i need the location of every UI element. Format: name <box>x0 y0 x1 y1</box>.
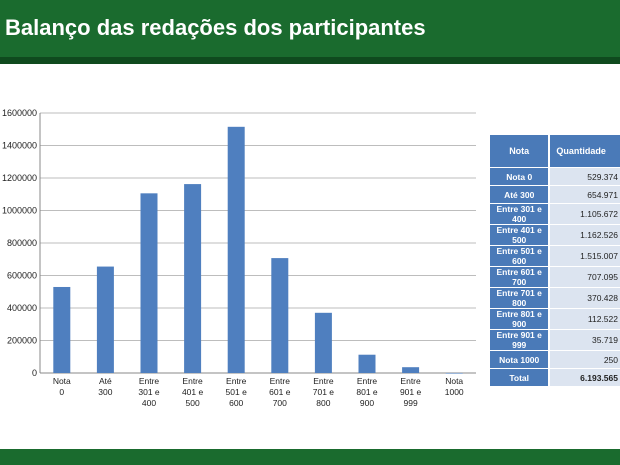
x-tick-label: Nota 0 <box>53 376 71 397</box>
y-tick-label: 1600000 <box>2 108 37 118</box>
table-header-nota: Nota <box>490 135 551 168</box>
bar <box>53 286 71 373</box>
y-tick-label: 600000 <box>7 271 37 281</box>
row-label: Até 300 <box>490 186 551 204</box>
table-row: Entre 601 e 700 707.095 <box>490 267 620 288</box>
x-tick-label: Entre 801 e 900 <box>356 376 378 408</box>
score-table: Nota Quantidade Nota 0 529.374 Até 300 654… <box>490 135 620 387</box>
x-tick-label: Entre 501 e 600 <box>226 376 248 408</box>
table-header-quantidade: Quantidade <box>550 135 620 168</box>
table-row: Entre 901 e 999 35.719 <box>490 330 620 351</box>
x-tick-label: Entre 701 e 800 <box>313 376 335 408</box>
y-tick-label: 0 <box>32 368 37 378</box>
bar <box>184 184 202 373</box>
total-label: Total <box>490 369 551 387</box>
table-total-row: Total 6.193.565 <box>490 369 620 387</box>
row-label: Entre 701 e 800 <box>490 288 551 309</box>
row-label: Nota 1000 <box>490 351 551 369</box>
y-tick-label: 1200000 <box>2 173 37 183</box>
bar <box>227 126 245 373</box>
table-row: Nota 1000 250 <box>490 351 620 369</box>
table-row: Nota 0 529.374 <box>490 168 620 186</box>
row-value: 370.428 <box>550 288 620 309</box>
row-label: Entre 801 e 900 <box>490 309 551 330</box>
row-value: 707.095 <box>550 267 620 288</box>
x-tick-label: Até 300 <box>98 376 112 397</box>
y-tick-label: 800000 <box>7 238 37 248</box>
x-tick-label: Entre 901 e 999 <box>400 376 422 408</box>
row-label: Entre 501 e 600 <box>490 246 551 267</box>
row-value: 35.719 <box>550 330 620 351</box>
table-row: Entre 301 e 400 1.105.672 <box>490 204 620 225</box>
row-value: 112.522 <box>550 309 620 330</box>
row-label: Entre 401 e 500 <box>490 225 551 246</box>
row-value: 250 <box>550 351 620 369</box>
table-row: Até 300 654.971 <box>490 186 620 204</box>
bar-chart: 0 200000 400000 600000 800000 1000000 1200000 1… <box>2 108 476 408</box>
table-row: Entre 801 e 900 112.522 <box>490 309 620 330</box>
bar <box>314 312 332 373</box>
row-value: 529.374 <box>550 168 620 186</box>
row-label: Entre 301 e 400 <box>490 204 551 225</box>
bar <box>140 193 158 373</box>
header-strip <box>0 57 620 64</box>
y-tick-label: 400000 <box>7 303 37 313</box>
header-bar: Balanço das redações dos participantes <box>0 0 620 57</box>
row-label: Nota 0 <box>490 168 551 186</box>
footer-bar <box>0 449 620 465</box>
bar <box>402 367 420 373</box>
row-value: 1.162.526 <box>550 225 620 246</box>
table-row: Entre 701 e 800 370.428 <box>490 288 620 309</box>
y-tick-label: 1400000 <box>2 141 37 151</box>
table-row: Entre 501 e 600 1.515.007 <box>490 246 620 267</box>
row-label: Entre 601 e 700 <box>490 267 551 288</box>
x-tick-label: Nota 1000 <box>445 376 464 397</box>
bar <box>358 354 376 373</box>
y-tick-label: 1000000 <box>2 206 37 216</box>
x-tick-label: Entre 301 e 400 <box>138 376 160 408</box>
x-tick-label: Entre 401 e 500 <box>182 376 204 408</box>
page-title: Balanço das redações dos participantes <box>5 15 426 40</box>
row-value: 1.515.007 <box>550 246 620 267</box>
table-header-row: Nota Quantidade <box>490 135 620 168</box>
bar <box>96 266 114 373</box>
row-value: 1.105.672 <box>550 204 620 225</box>
table-row: Entre 401 e 500 1.162.526 <box>490 225 620 246</box>
y-tick-label: 200000 <box>7 336 37 346</box>
total-value: 6.193.565 <box>550 369 620 387</box>
bar <box>445 372 463 374</box>
row-label: Entre 901 e 999 <box>490 330 551 351</box>
bar <box>271 258 289 373</box>
row-value: 654.971 <box>550 186 620 204</box>
x-tick-label: Entre 601 e 700 <box>269 376 291 408</box>
